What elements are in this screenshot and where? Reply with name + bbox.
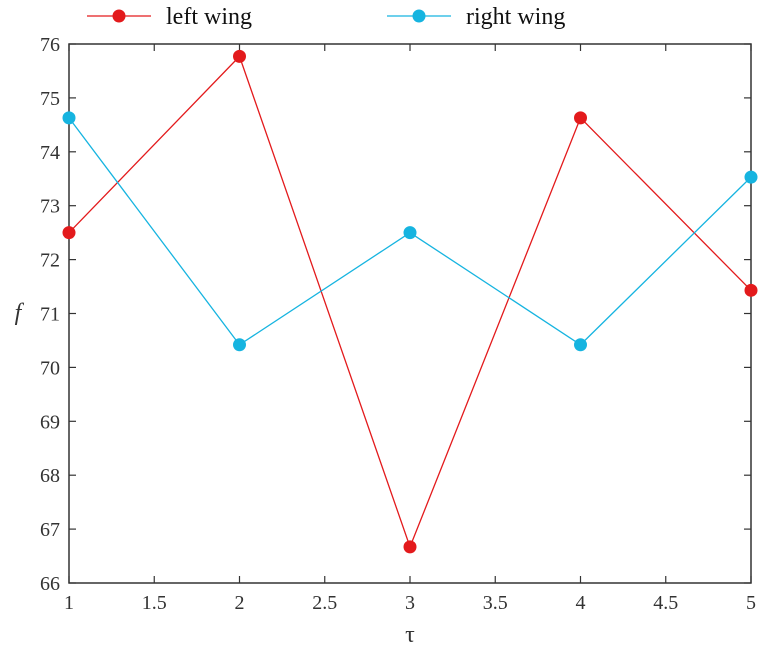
x-tick-label: 3: [405, 592, 415, 614]
y-tick-label: 70: [40, 357, 60, 379]
plot-area-frame: [68, 43, 752, 584]
x-tick-label: 3.5: [483, 592, 508, 614]
data-point-right-wing: [403, 226, 417, 240]
data-point-left-wing: [744, 283, 758, 297]
y-tick-label: 69: [40, 411, 60, 433]
x-tick-label: 4: [576, 592, 586, 614]
legend-label-right-wing: right wing: [466, 4, 565, 30]
y-tick-label: 72: [40, 250, 60, 272]
y-tick-label: 66: [40, 573, 60, 595]
x-tick-label: 2.5: [312, 592, 337, 614]
y-tick-label: 76: [40, 34, 60, 56]
x-tick-label: 1: [64, 592, 74, 614]
data-series: [62, 49, 758, 554]
data-point-right-wing: [233, 338, 246, 352]
data-point-left-wing: [233, 49, 246, 63]
legend-item-left-wing: left wing: [87, 4, 252, 30]
x-tick-label: 5: [746, 592, 756, 614]
legend: left wing right wing: [87, 4, 565, 30]
y-tick-label: 75: [40, 88, 60, 110]
axis-ticks: 1 1.5 2 2.5 3 3.5 4 4.5 5 66 67 68 69 70 71 72 73 74 75 76: [40, 34, 756, 614]
legend-marker-right-wing: [412, 9, 426, 23]
y-tick-label: 67: [40, 519, 60, 541]
y-tick-label: 74: [40, 142, 60, 164]
x-tick-label: 1.5: [142, 592, 167, 614]
y-tick-label: 73: [40, 196, 60, 218]
x-tick-label: 2: [235, 592, 245, 614]
data-point-right-wing: [574, 338, 587, 352]
legend-item-right-wing: right wing: [387, 4, 565, 30]
y-tick-label: 68: [40, 465, 60, 487]
data-point-right-wing: [62, 111, 76, 125]
data-point-left-wing: [62, 226, 76, 240]
data-point-left-wing: [403, 540, 417, 554]
legend-label-left-wing: left wing: [166, 4, 252, 30]
y-axis-label: f: [15, 300, 25, 326]
x-tick-label: 4.5: [653, 592, 678, 614]
data-point-left-wing: [574, 111, 587, 125]
x-axis-label: τ: [405, 622, 415, 648]
series-line-left-wing: [68, 55, 752, 549]
y-tick-label: 71: [40, 304, 60, 326]
data-point-right-wing: [744, 170, 758, 184]
legend-marker-left-wing: [112, 9, 126, 23]
